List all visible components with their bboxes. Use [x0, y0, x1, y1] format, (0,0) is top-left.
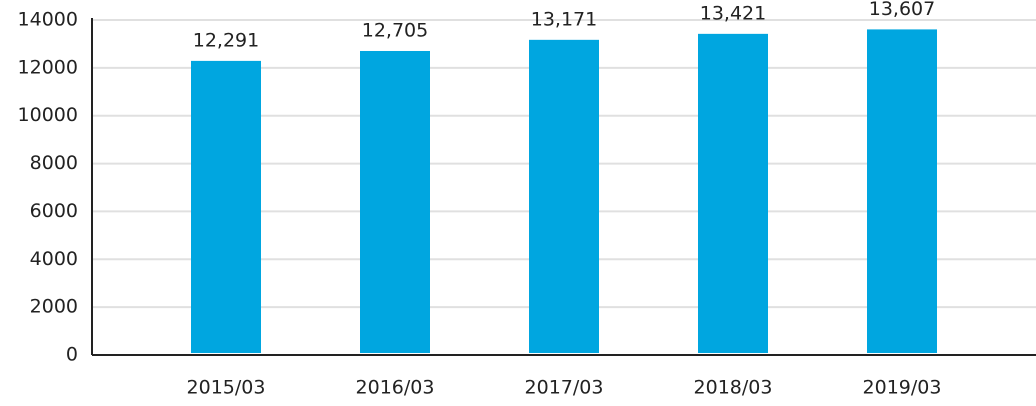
x-tick-label: 2019/03 [863, 377, 942, 399]
value-label: 12,291 [193, 29, 259, 51]
value-label: 13,607 [869, 0, 935, 20]
bar [698, 33, 768, 353]
y-tick-label: 2000 [30, 296, 78, 318]
bar [191, 60, 261, 354]
value-label: 13,171 [531, 8, 597, 30]
y-tick-label: 8000 [30, 152, 78, 174]
y-tick-label: 0 [66, 344, 78, 366]
value-label: 12,705 [362, 19, 428, 41]
y-tick-label: 12000 [18, 56, 78, 78]
value-label: 13,421 [700, 2, 766, 24]
y-tick-label: 4000 [30, 248, 78, 270]
y-tick-label: 6000 [30, 200, 78, 222]
x-tick-label: 2016/03 [356, 377, 435, 399]
bar [529, 39, 599, 353]
y-tick-label: 10000 [18, 104, 78, 126]
x-tick-label: 2015/03 [187, 377, 266, 399]
x-tick-label: 2017/03 [525, 377, 604, 399]
y-tick-label: 14000 [18, 9, 78, 31]
x-tick-label: 2018/03 [694, 377, 773, 399]
bar [360, 50, 430, 354]
bar [867, 29, 937, 353]
